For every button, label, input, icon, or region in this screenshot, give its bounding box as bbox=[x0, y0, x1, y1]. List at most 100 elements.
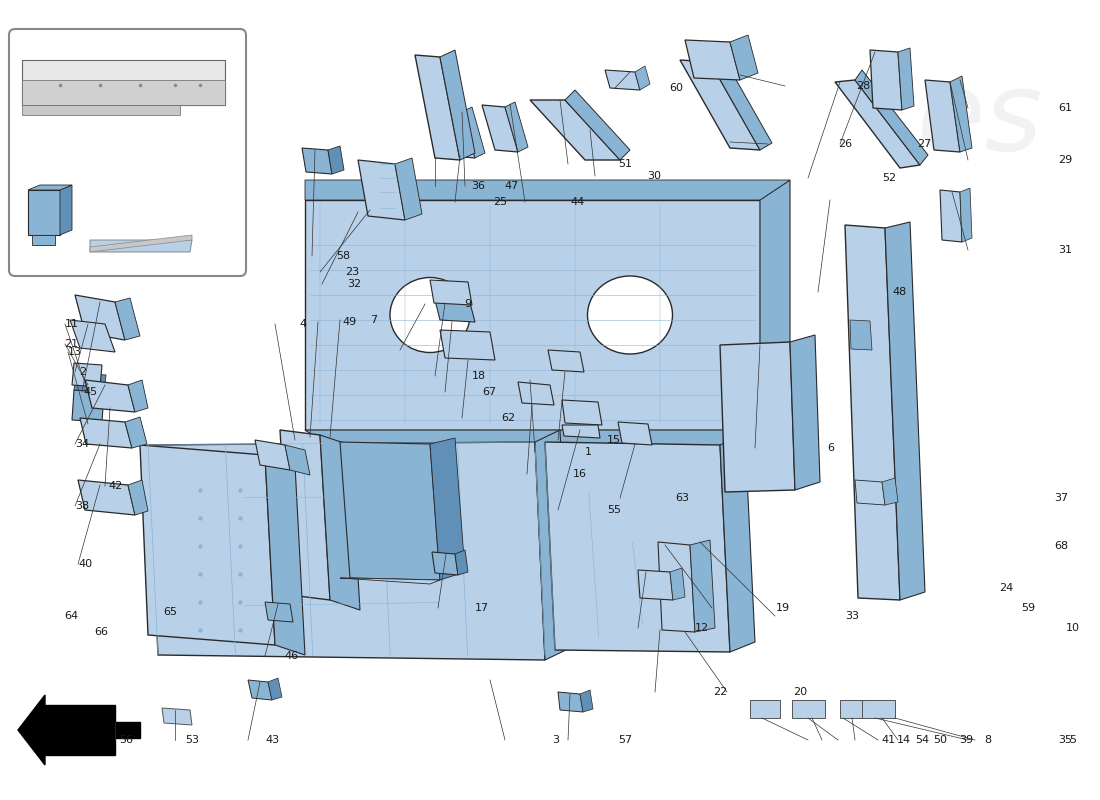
Text: 52: 52 bbox=[882, 173, 895, 182]
Polygon shape bbox=[75, 295, 125, 340]
Polygon shape bbox=[565, 90, 630, 160]
Text: 19: 19 bbox=[777, 603, 790, 613]
Text: 59: 59 bbox=[1022, 603, 1035, 613]
Polygon shape bbox=[618, 422, 652, 445]
Polygon shape bbox=[505, 102, 528, 152]
Polygon shape bbox=[22, 80, 226, 105]
Text: 44: 44 bbox=[571, 197, 584, 206]
Polygon shape bbox=[80, 418, 132, 448]
Polygon shape bbox=[328, 146, 344, 174]
Text: 5: 5 bbox=[1069, 735, 1076, 745]
Polygon shape bbox=[285, 445, 310, 475]
Polygon shape bbox=[340, 578, 440, 584]
Polygon shape bbox=[790, 335, 820, 490]
Polygon shape bbox=[850, 320, 872, 350]
Text: 17: 17 bbox=[475, 603, 488, 613]
Text: 47: 47 bbox=[505, 181, 518, 190]
Polygon shape bbox=[886, 222, 925, 600]
Polygon shape bbox=[710, 55, 772, 150]
Text: 34: 34 bbox=[76, 439, 89, 449]
Text: 31: 31 bbox=[1058, 245, 1071, 254]
Polygon shape bbox=[960, 188, 972, 242]
Polygon shape bbox=[605, 70, 640, 90]
Polygon shape bbox=[845, 225, 900, 600]
Polygon shape bbox=[32, 235, 55, 245]
Polygon shape bbox=[265, 455, 305, 655]
Polygon shape bbox=[74, 373, 106, 392]
Polygon shape bbox=[635, 66, 650, 90]
Polygon shape bbox=[60, 185, 72, 235]
Polygon shape bbox=[22, 105, 180, 115]
Text: 45: 45 bbox=[84, 387, 97, 397]
Polygon shape bbox=[870, 50, 902, 110]
Text: 39: 39 bbox=[959, 735, 972, 745]
Text: link: link bbox=[442, 470, 538, 539]
Text: 25: 25 bbox=[494, 197, 507, 206]
Text: 22: 22 bbox=[714, 687, 727, 697]
Polygon shape bbox=[415, 55, 460, 160]
Text: 53: 53 bbox=[186, 735, 199, 745]
Text: 30: 30 bbox=[648, 171, 661, 181]
Polygon shape bbox=[658, 542, 695, 632]
Polygon shape bbox=[925, 80, 960, 152]
Text: 12: 12 bbox=[695, 623, 708, 633]
Text: 42: 42 bbox=[109, 482, 122, 491]
Polygon shape bbox=[518, 382, 554, 405]
Text: 54: 54 bbox=[915, 735, 928, 745]
Text: 51: 51 bbox=[618, 159, 631, 169]
Text: 29: 29 bbox=[1058, 155, 1071, 165]
Polygon shape bbox=[562, 400, 602, 425]
Text: 23: 23 bbox=[345, 267, 359, 277]
Text: 40: 40 bbox=[79, 559, 92, 569]
Text: 13: 13 bbox=[68, 347, 81, 357]
Text: 48: 48 bbox=[893, 287, 906, 297]
Polygon shape bbox=[265, 602, 293, 622]
Polygon shape bbox=[840, 700, 874, 718]
Polygon shape bbox=[358, 160, 405, 220]
Polygon shape bbox=[90, 240, 192, 252]
Text: 28: 28 bbox=[857, 82, 870, 91]
Text: 60: 60 bbox=[670, 83, 683, 93]
Polygon shape bbox=[730, 35, 758, 80]
Text: 66: 66 bbox=[95, 627, 108, 637]
Polygon shape bbox=[128, 380, 148, 412]
Text: 18: 18 bbox=[472, 371, 485, 381]
Polygon shape bbox=[268, 678, 282, 700]
Polygon shape bbox=[28, 185, 72, 190]
Text: 8: 8 bbox=[984, 735, 991, 745]
Polygon shape bbox=[535, 430, 570, 660]
Text: es: es bbox=[917, 66, 1043, 174]
Polygon shape bbox=[148, 442, 544, 660]
Text: 36: 36 bbox=[472, 181, 485, 190]
Text: 41: 41 bbox=[882, 735, 895, 745]
Polygon shape bbox=[440, 50, 475, 160]
Text: 67: 67 bbox=[483, 387, 496, 397]
Polygon shape bbox=[548, 350, 584, 372]
Text: 10: 10 bbox=[1066, 623, 1079, 633]
Polygon shape bbox=[690, 540, 715, 632]
Polygon shape bbox=[440, 110, 475, 158]
Polygon shape bbox=[882, 478, 898, 505]
Text: 20: 20 bbox=[793, 687, 806, 697]
Polygon shape bbox=[720, 342, 795, 492]
Polygon shape bbox=[432, 552, 458, 575]
Polygon shape bbox=[28, 190, 60, 235]
Polygon shape bbox=[462, 107, 485, 158]
Polygon shape bbox=[750, 700, 780, 718]
Text: 65: 65 bbox=[164, 607, 177, 617]
Polygon shape bbox=[395, 158, 422, 220]
Polygon shape bbox=[255, 440, 290, 470]
Polygon shape bbox=[72, 390, 104, 422]
FancyBboxPatch shape bbox=[9, 29, 246, 276]
Polygon shape bbox=[855, 70, 928, 165]
Polygon shape bbox=[430, 438, 465, 580]
Text: 9: 9 bbox=[464, 299, 471, 309]
Polygon shape bbox=[950, 76, 972, 152]
Polygon shape bbox=[638, 570, 673, 600]
Polygon shape bbox=[305, 180, 790, 200]
Text: 26: 26 bbox=[838, 139, 851, 149]
Polygon shape bbox=[530, 100, 620, 160]
Polygon shape bbox=[482, 105, 518, 152]
Text: 68: 68 bbox=[1055, 541, 1068, 550]
Polygon shape bbox=[440, 330, 495, 360]
